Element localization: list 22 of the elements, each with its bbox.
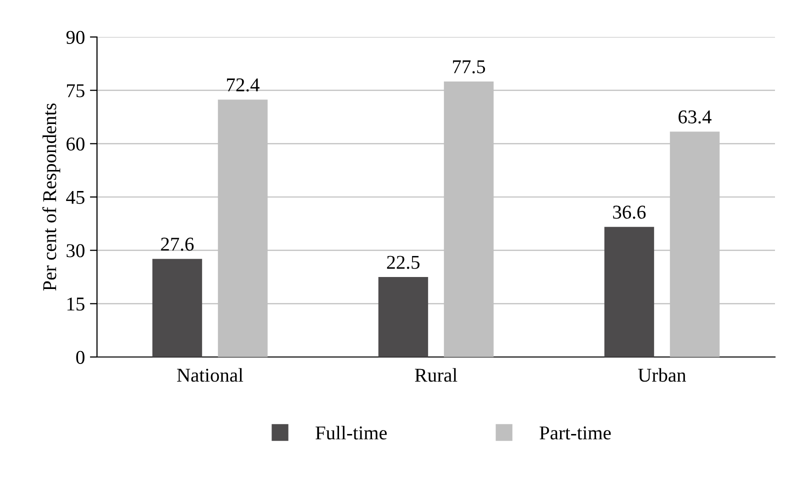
y-tick-label: 30 (66, 244, 84, 258)
y-tick-label: 45 (66, 190, 84, 204)
y-tick-label: 60 (66, 137, 84, 151)
data-label: 72.4 (227, 78, 260, 92)
legend-label: Part-time (540, 426, 611, 440)
data-label: 77.5 (453, 60, 486, 74)
y-axis-title: Per cent of Respondents (42, 103, 60, 291)
y-tick-label: 15 (67, 298, 84, 311)
y-tick-label: 90 (66, 30, 84, 44)
x-tick-label: Rural (414, 368, 458, 382)
x-tick-label: Urban (638, 368, 686, 382)
y-tick-label: 75 (67, 84, 84, 98)
data-label: 22.5 (387, 256, 420, 269)
data-label: 36.6 (613, 206, 646, 219)
legend-label: Full-time (316, 426, 387, 440)
y-tick-label: 0 (76, 350, 84, 364)
data-label: 27.6 (161, 238, 194, 251)
bar (604, 226, 654, 357)
data-label: 63.4 (678, 110, 712, 124)
x-tick-label: National (177, 368, 244, 382)
bar (378, 277, 428, 357)
bar (152, 258, 202, 357)
